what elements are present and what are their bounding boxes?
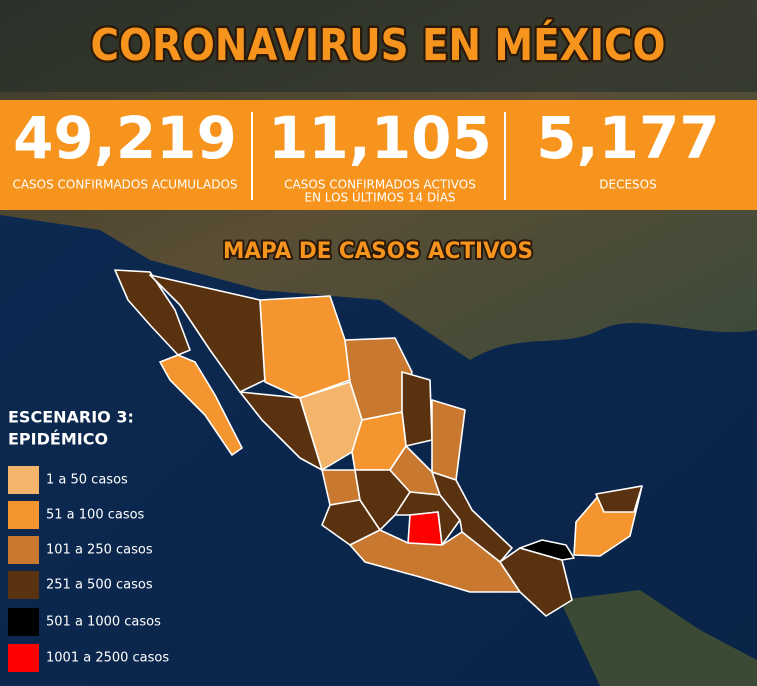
legend-label: 1001 a 2500 casos <box>46 651 169 666</box>
mexico-map <box>114 269 643 617</box>
legend-swatch <box>8 608 39 636</box>
stat-label: CASOS CONFIRMADOS ACTIVOS <box>284 178 476 192</box>
legend-label: 501 a 1000 casos <box>46 615 161 630</box>
stat-label: EN LOS ÚLTIMOS 14 DÍAS <box>304 190 455 205</box>
legend-label: 101 a 250 casos <box>46 543 153 558</box>
legend-swatch <box>8 644 39 672</box>
state <box>595 485 643 513</box>
legend-title: EPIDÉMICO <box>8 430 108 449</box>
legend-label: 251 a 500 casos <box>46 578 153 593</box>
legend-label: 1 a 50 casos <box>46 473 128 488</box>
central-america-land <box>560 590 757 686</box>
legend-swatch <box>8 536 39 564</box>
legend-label: 51 a 100 casos <box>46 508 145 523</box>
state <box>401 371 433 447</box>
stat-label: CASOS CONFIRMADOS ACUMULADOS <box>12 178 237 192</box>
title: CORONAVIRUS EN MÉXICO <box>91 18 666 71</box>
stats-band <box>0 100 757 210</box>
stat-label: DECESOS <box>599 178 656 192</box>
stat-value: 49,219 <box>13 104 237 172</box>
legend-swatch <box>8 571 39 599</box>
legend-swatch <box>8 466 39 494</box>
state <box>519 539 575 561</box>
stat-value: 5,177 <box>536 104 719 172</box>
state <box>159 354 243 456</box>
title-band <box>0 0 757 92</box>
map-title: MAPA DE CASOS ACTIVOS <box>223 239 533 264</box>
legend-title: ESCENARIO 3: <box>8 408 134 427</box>
legend-swatch <box>8 501 39 529</box>
cdmx <box>407 511 443 546</box>
stat-value: 11,105 <box>268 104 492 172</box>
state <box>239 391 323 471</box>
